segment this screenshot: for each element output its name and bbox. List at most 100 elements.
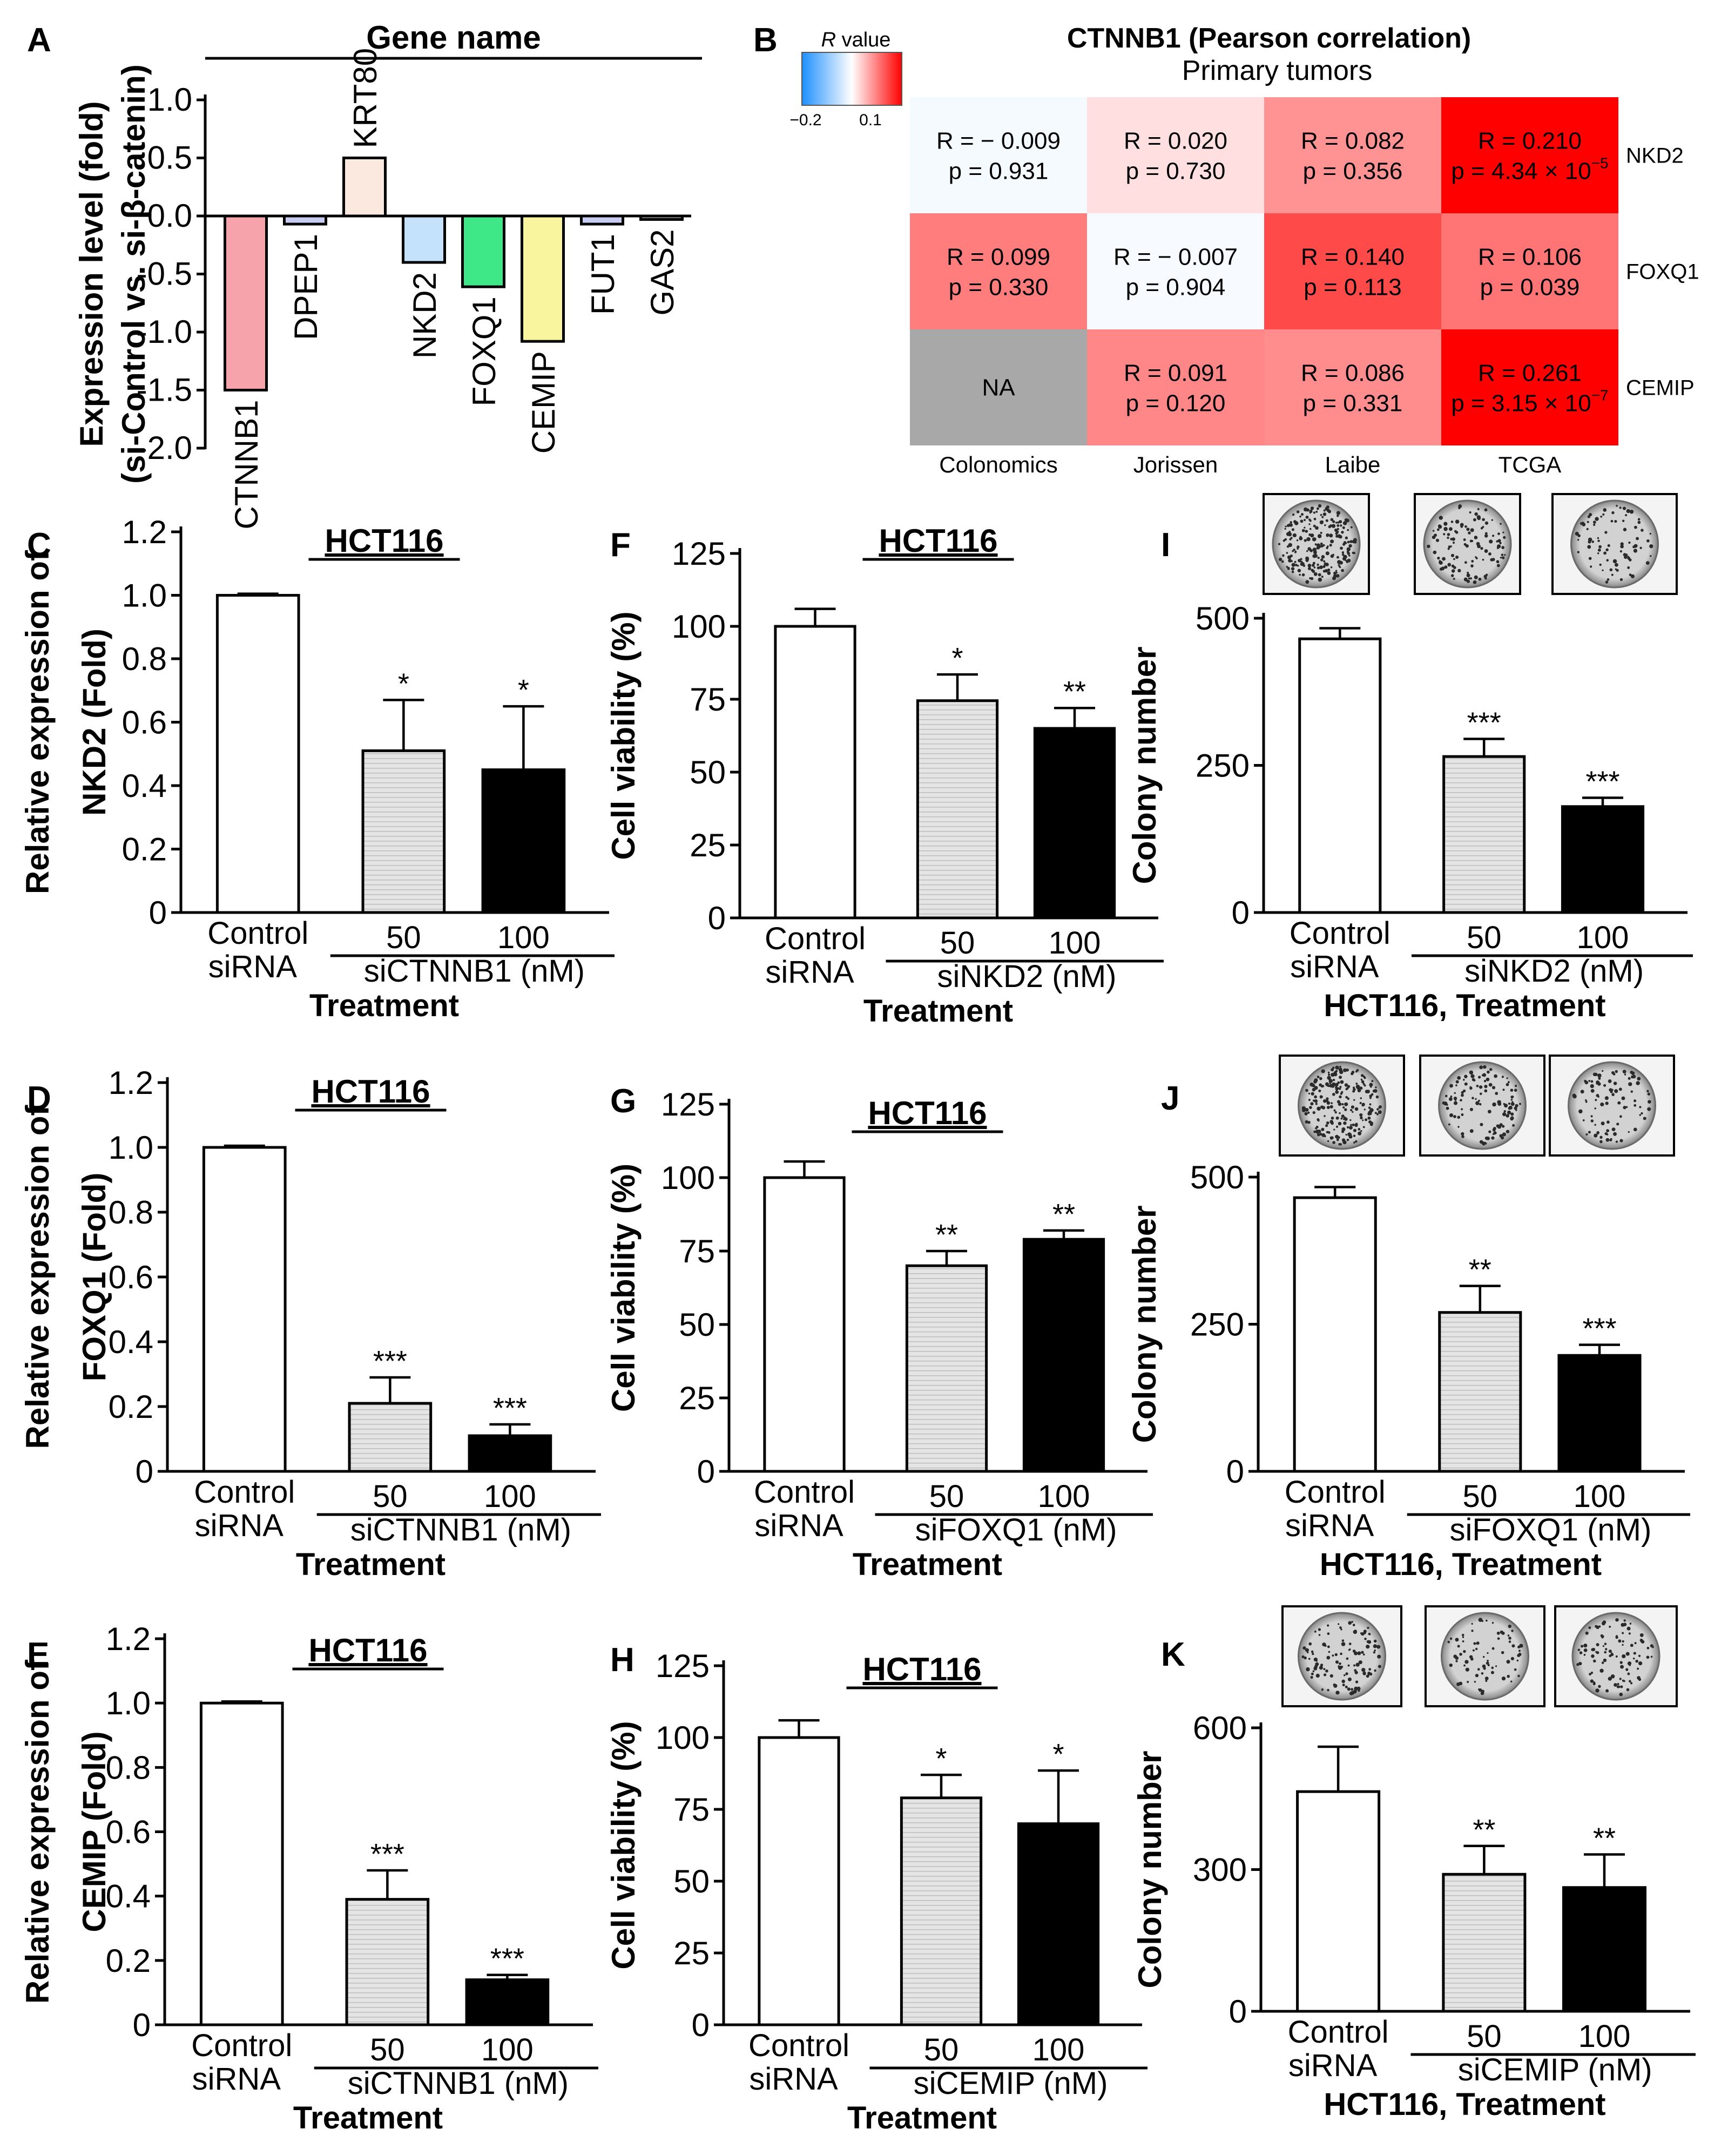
colony-dot xyxy=(1300,562,1304,566)
colony-dot xyxy=(1628,1632,1631,1635)
colony-dot xyxy=(1329,544,1332,547)
colony-dot xyxy=(1347,540,1350,544)
colony-dot xyxy=(1446,1106,1449,1110)
colony-dot xyxy=(1339,1076,1342,1079)
bar-k-2 xyxy=(1562,1886,1647,2013)
colony-dot xyxy=(1627,566,1630,569)
significance-mark: ** xyxy=(1063,675,1086,708)
control-label: Control xyxy=(754,1475,855,1510)
colony-dot xyxy=(1335,522,1338,524)
colony-dot xyxy=(1355,1140,1358,1143)
colony-dot xyxy=(1577,534,1581,537)
colony-dot xyxy=(1367,1673,1370,1676)
panel-label-c: C xyxy=(27,526,51,564)
colony-dot xyxy=(1367,1640,1372,1644)
colony-dot xyxy=(1362,1083,1365,1085)
colony-dot xyxy=(1447,1640,1450,1644)
colony-dot xyxy=(1348,555,1351,557)
colony-dot xyxy=(1311,1672,1314,1675)
colony-dot xyxy=(1461,1091,1464,1094)
colony-dot xyxy=(1286,545,1290,548)
y-tick-label: 0 xyxy=(133,2007,151,2043)
colony-dot xyxy=(1512,1124,1515,1127)
cell-p: p = 0.904 xyxy=(1126,274,1226,301)
colony-dot xyxy=(1306,550,1308,552)
y-tick-label: 0.4 xyxy=(122,768,167,804)
colony-dot xyxy=(1354,1630,1357,1632)
category-label: DPEP1 xyxy=(288,234,324,340)
colony-dot xyxy=(1368,1106,1371,1109)
y-tick-label: 0.2 xyxy=(122,832,167,868)
chart-title-h: HCT116 xyxy=(862,1651,981,1687)
heatmap-column-label: Jorissen xyxy=(1133,452,1218,477)
colony-dot xyxy=(1598,1685,1601,1688)
y-tick-label: 0 xyxy=(692,2007,710,2043)
colony-dot xyxy=(1291,563,1295,567)
colony-dot xyxy=(1374,1669,1376,1672)
colony-dot xyxy=(1480,546,1483,550)
colony-dot xyxy=(1460,1099,1462,1101)
colony-dot xyxy=(1501,553,1504,556)
y-tick-label: 0 xyxy=(708,900,726,936)
y-tick-label: 125 xyxy=(661,1086,715,1123)
colony-dot xyxy=(1588,1131,1591,1134)
colony-dot xyxy=(1333,1128,1335,1131)
control-label: siRNA xyxy=(1290,949,1379,984)
colony-dot xyxy=(1341,551,1345,554)
colony-dot xyxy=(1342,526,1345,529)
colony-dot xyxy=(1341,1679,1345,1684)
colony-dot xyxy=(1346,1126,1349,1128)
colony-dot xyxy=(1584,1079,1587,1083)
colony-dot xyxy=(1323,1668,1326,1671)
colony-dot xyxy=(1601,1661,1604,1664)
colony-dot xyxy=(1632,545,1636,549)
colony-dot xyxy=(1338,1665,1340,1667)
bar-h-2 xyxy=(1017,1822,1100,2026)
colony-dot xyxy=(1316,546,1320,550)
dose-label: 100 xyxy=(1032,2032,1085,2067)
colony-dot xyxy=(1315,1129,1320,1134)
colony-dot xyxy=(1339,1086,1342,1089)
cell-p-value: p = 4.34 × 10 xyxy=(1451,158,1591,185)
colony-dot xyxy=(1616,1685,1619,1688)
colony-dot xyxy=(1636,537,1639,540)
colorbar-title: R value xyxy=(821,29,891,51)
colony-dot xyxy=(1321,1106,1326,1110)
colony-dot xyxy=(1299,573,1301,576)
heatmap-row-label: CEMIP xyxy=(1626,376,1695,400)
cell-p-value: p = 0.330 xyxy=(949,274,1049,301)
significance-mark: ** xyxy=(1593,1822,1616,1855)
colony-dot xyxy=(1597,548,1601,552)
cell-p: p = 4.34 × 10−5 xyxy=(1451,155,1608,185)
bar-j-1 xyxy=(1438,1311,1522,1473)
colony-dot xyxy=(1633,1127,1637,1132)
colony-dot xyxy=(1616,1123,1619,1126)
colony-dot xyxy=(1487,1659,1489,1662)
y-tick-label: 1.0 xyxy=(122,578,167,614)
panel-label-i: I xyxy=(1161,526,1170,564)
colony-dot xyxy=(1307,566,1312,571)
colony-dot xyxy=(1339,1087,1341,1090)
colony-dot xyxy=(1637,1077,1641,1081)
colony-dot xyxy=(1622,1070,1626,1074)
colony-dot xyxy=(1453,1115,1456,1118)
colony-dot xyxy=(1309,1106,1312,1109)
colony-dot xyxy=(1360,1130,1362,1132)
colony-dot xyxy=(1292,513,1295,516)
colony-dot xyxy=(1646,1655,1650,1659)
colony-dot xyxy=(1591,540,1594,543)
colony-dot xyxy=(1502,531,1504,533)
colony-dot xyxy=(1355,1084,1360,1089)
colony-dot xyxy=(1364,1109,1366,1111)
colony-dot xyxy=(1327,1076,1331,1080)
panel-label-e: E xyxy=(27,1636,49,1673)
dose-label: 100 xyxy=(481,2032,534,2067)
colony-dot xyxy=(1427,544,1430,548)
y-tick-label: 100 xyxy=(672,609,726,645)
colony-dot xyxy=(1319,1666,1323,1670)
colony-dot xyxy=(1511,1101,1514,1103)
colony-dot xyxy=(1497,1102,1502,1106)
colony-dot xyxy=(1443,533,1446,536)
panel-label-d: D xyxy=(27,1080,51,1117)
colony-dot xyxy=(1317,534,1322,538)
